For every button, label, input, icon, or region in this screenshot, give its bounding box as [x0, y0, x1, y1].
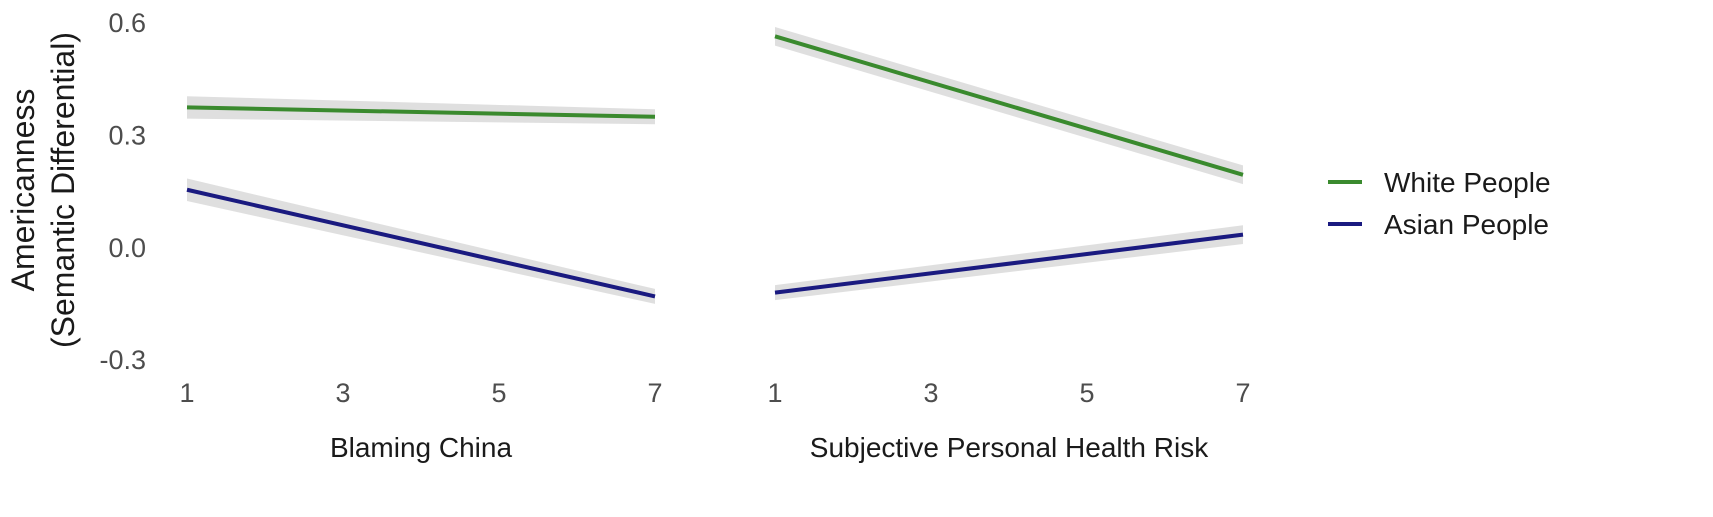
x-tick-label: 5 — [1079, 378, 1094, 408]
y-tick-label: 0.0 — [108, 233, 146, 263]
x-tick-label: 7 — [1235, 378, 1250, 408]
x-axis-title: Subjective Personal Health Risk — [810, 432, 1209, 463]
x-axis-title: Blaming China — [330, 432, 513, 463]
y-tick-label: 0.6 — [108, 8, 146, 38]
x-tick-label: 3 — [923, 378, 938, 408]
x-tick-label: 5 — [491, 378, 506, 408]
series-line-white-people — [774, 34, 1244, 177]
series-line-white-people — [186, 105, 656, 119]
panel-1: 1 3 5 7 Blaming China — [179, 96, 663, 463]
x-tick-label: 7 — [647, 378, 662, 408]
y-axis-ticks: 0.6 0.3 0.0 -0.3 — [99, 8, 146, 375]
y-axis-title-line-2: (Semantic Differential) — [45, 32, 81, 348]
chart-panels: 1 3 5 7 Blaming China 1 3 5 7 Subjective Personal… — [179, 26, 1251, 463]
legend: White People Asian People — [1328, 167, 1551, 240]
y-axis-title-line-1: Americanness — [5, 89, 41, 292]
y-tick-label: -0.3 — [99, 345, 146, 375]
panel-2: 1 3 5 7 Subjective Personal Health Risk — [767, 26, 1251, 463]
x-tick-label: 3 — [335, 378, 350, 408]
legend-item: White People — [1328, 167, 1551, 198]
legend-label: White People — [1384, 167, 1551, 198]
series-line-asian-people — [186, 187, 656, 299]
legend-label: Asian People — [1384, 209, 1549, 240]
x-tick-label: 1 — [767, 378, 782, 408]
x-tick-label: 1 — [179, 378, 194, 408]
legend-item: Asian People — [1328, 209, 1549, 240]
y-tick-label: 0.3 — [108, 120, 146, 150]
series-line-asian-people — [774, 232, 1244, 295]
y-axis-title: Americanness (Semantic Differential) — [5, 32, 81, 348]
